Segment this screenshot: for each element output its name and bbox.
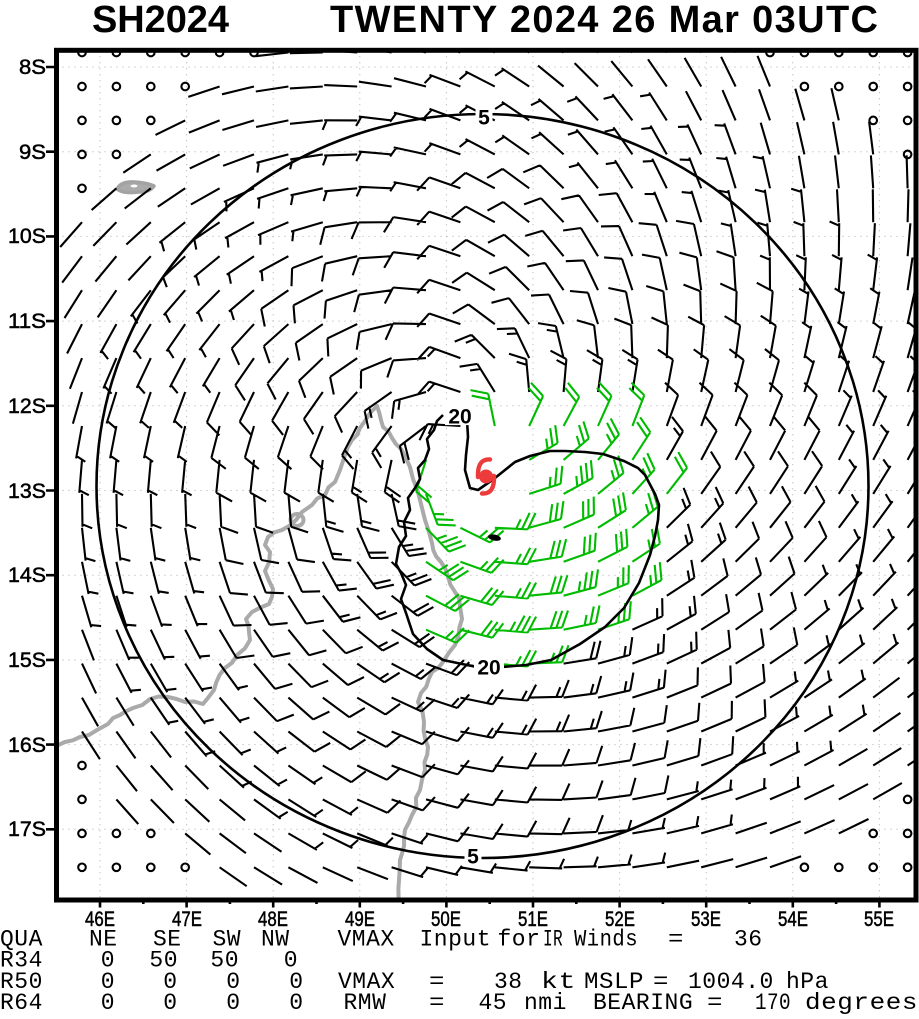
svg-text:50E: 50E <box>431 908 461 931</box>
svg-text:BEARING: BEARING <box>593 990 693 1014</box>
svg-text:52E: 52E <box>605 908 635 931</box>
svg-text:SW: SW <box>213 927 242 953</box>
svg-text:12S: 12S <box>8 395 46 418</box>
svg-text:45: 45 <box>479 990 508 1014</box>
svg-text:0: 0 <box>163 969 177 995</box>
svg-text:RMW: RMW <box>344 990 387 1014</box>
svg-text:20: 20 <box>477 657 500 680</box>
svg-text:0: 0 <box>289 969 303 995</box>
svg-text:degrees: degrees <box>805 990 918 1014</box>
svg-text:55E: 55E <box>864 908 894 931</box>
svg-text:=: = <box>707 990 723 1014</box>
svg-text:20: 20 <box>448 406 471 429</box>
svg-text:nmi: nmi <box>524 990 567 1014</box>
svg-text:QUA: QUA <box>0 927 43 953</box>
svg-text:R50: R50 <box>0 969 43 995</box>
svg-text:46E: 46E <box>85 908 115 931</box>
svg-text:NW: NW <box>261 927 290 953</box>
svg-text:0: 0 <box>163 990 177 1014</box>
svg-text:R34: R34 <box>0 948 43 974</box>
svg-text:11S: 11S <box>8 310 46 333</box>
svg-text:1004.0: 1004.0 <box>688 969 774 995</box>
svg-text:=: = <box>429 969 445 995</box>
svg-text:14S: 14S <box>8 564 46 587</box>
svg-text:5: 5 <box>467 846 479 869</box>
svg-text:0: 0 <box>289 990 303 1014</box>
svg-text:Input: Input <box>420 927 492 953</box>
svg-text:38: 38 <box>494 969 523 995</box>
svg-text:0: 0 <box>226 990 240 1014</box>
svg-text:NE: NE <box>89 927 118 953</box>
svg-text:VMAX: VMAX <box>338 969 395 995</box>
svg-text:170: 170 <box>755 990 791 1014</box>
svg-text:50: 50 <box>210 948 239 974</box>
svg-text:16S: 16S <box>8 734 46 757</box>
svg-text:IR: IR <box>543 927 563 953</box>
svg-text:=: = <box>668 927 684 953</box>
svg-text:SH2024: SH2024 <box>92 0 229 41</box>
svg-text:50: 50 <box>149 948 178 974</box>
svg-text:0: 0 <box>226 969 240 995</box>
svg-text:0: 0 <box>101 969 115 995</box>
svg-text:8S: 8S <box>19 56 46 79</box>
svg-text:0: 0 <box>101 948 115 974</box>
svg-text:TWENTY 2024 26 Mar 03UTC: TWENTY 2024 26 Mar 03UTC <box>330 0 878 41</box>
svg-text:=: = <box>429 990 445 1014</box>
svg-text:hPa: hPa <box>786 969 829 995</box>
svg-text:49E: 49E <box>345 908 375 931</box>
svg-text:0: 0 <box>284 948 298 974</box>
svg-text:53E: 53E <box>691 908 721 931</box>
svg-text:5: 5 <box>478 107 490 130</box>
svg-text:15S: 15S <box>8 649 46 672</box>
svg-text:VMAX: VMAX <box>338 927 395 953</box>
svg-text:R64: R64 <box>0 990 43 1014</box>
svg-text:54E: 54E <box>778 908 808 931</box>
svg-text:17S: 17S <box>8 818 46 841</box>
svg-text:47E: 47E <box>172 908 202 931</box>
svg-text:0: 0 <box>101 990 115 1014</box>
svg-text:36: 36 <box>734 927 763 953</box>
svg-text:10S: 10S <box>8 225 46 248</box>
svg-text:=: = <box>653 969 669 995</box>
svg-text:9S: 9S <box>19 141 46 164</box>
svg-text:MSLP: MSLP <box>584 969 644 995</box>
svg-text:SE: SE <box>153 927 182 953</box>
svg-text:13S: 13S <box>8 480 46 503</box>
svg-text:48E: 48E <box>258 908 288 931</box>
svg-text:51E: 51E <box>518 908 548 931</box>
svg-text:kt: kt <box>541 969 576 995</box>
svg-text:Winds: Winds <box>574 927 638 953</box>
svg-text:for: for <box>498 927 541 953</box>
